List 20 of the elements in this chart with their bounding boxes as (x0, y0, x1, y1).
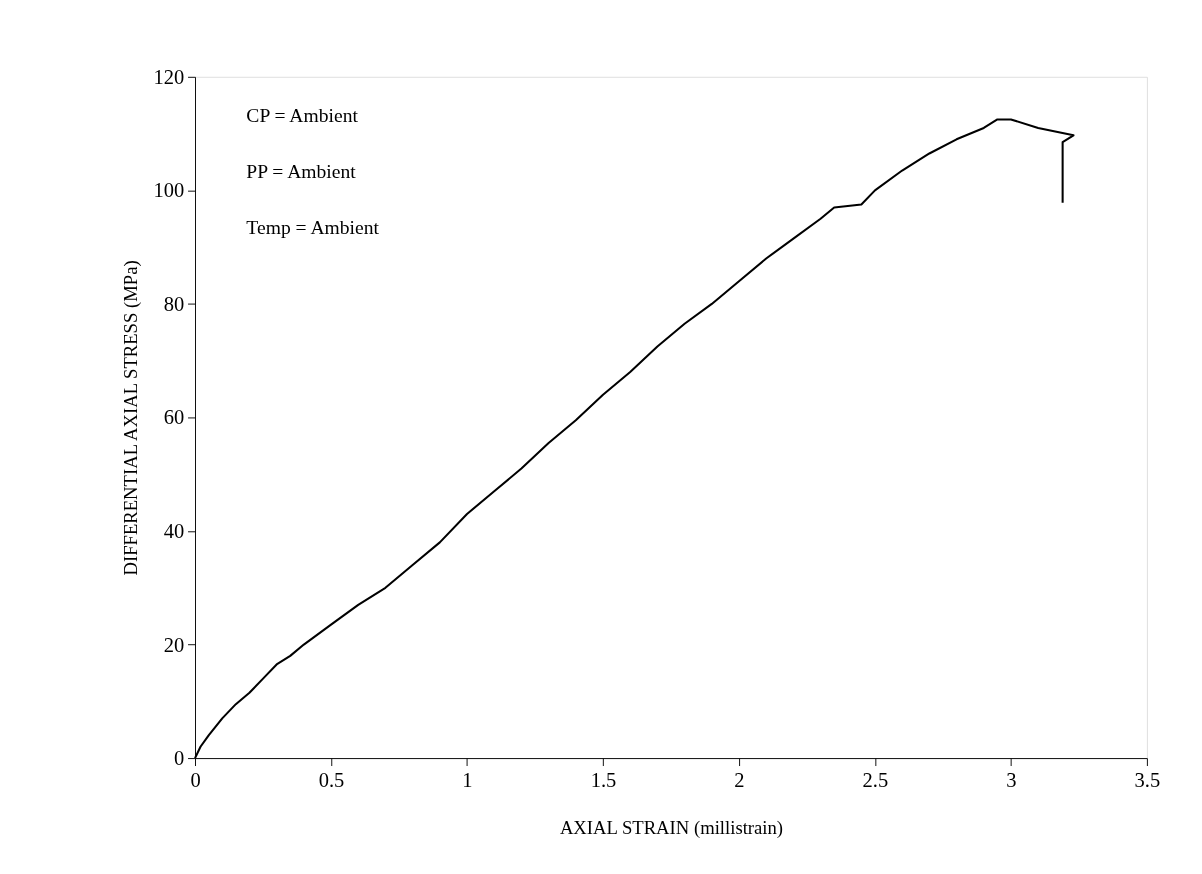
annotation: Temp = Ambient (246, 216, 380, 238)
x-tick-label: 1.5 (590, 769, 617, 792)
y-tick-label: 40 (163, 520, 185, 543)
x-tick-label: 0.5 (318, 769, 345, 792)
y-tick-label: 20 (163, 633, 185, 656)
y-tick-label: 0 (174, 747, 185, 770)
x-tick-label: 0 (190, 769, 201, 792)
x-tick-label: 2 (734, 769, 745, 792)
annotation: CP = Ambient (246, 104, 359, 126)
y-tick-label: 120 (153, 65, 185, 88)
y-tick-label: 60 (163, 406, 185, 429)
x-tick-label: 3 (1006, 769, 1017, 792)
x-tick-label: 2.5 (862, 769, 889, 792)
x-tick-label: 3.5 (1134, 769, 1161, 792)
y-axis-title: DIFFERENTIAL AXIAL STRESS (MPa) (119, 260, 142, 576)
x-tick-label: 1 (462, 769, 473, 792)
annotation: PP = Ambient (246, 160, 357, 182)
x-axis-title: AXIAL STRAIN (millistrain) (559, 817, 784, 840)
y-tick-label: 80 (163, 292, 185, 315)
y-tick-label: 100 (153, 179, 185, 202)
